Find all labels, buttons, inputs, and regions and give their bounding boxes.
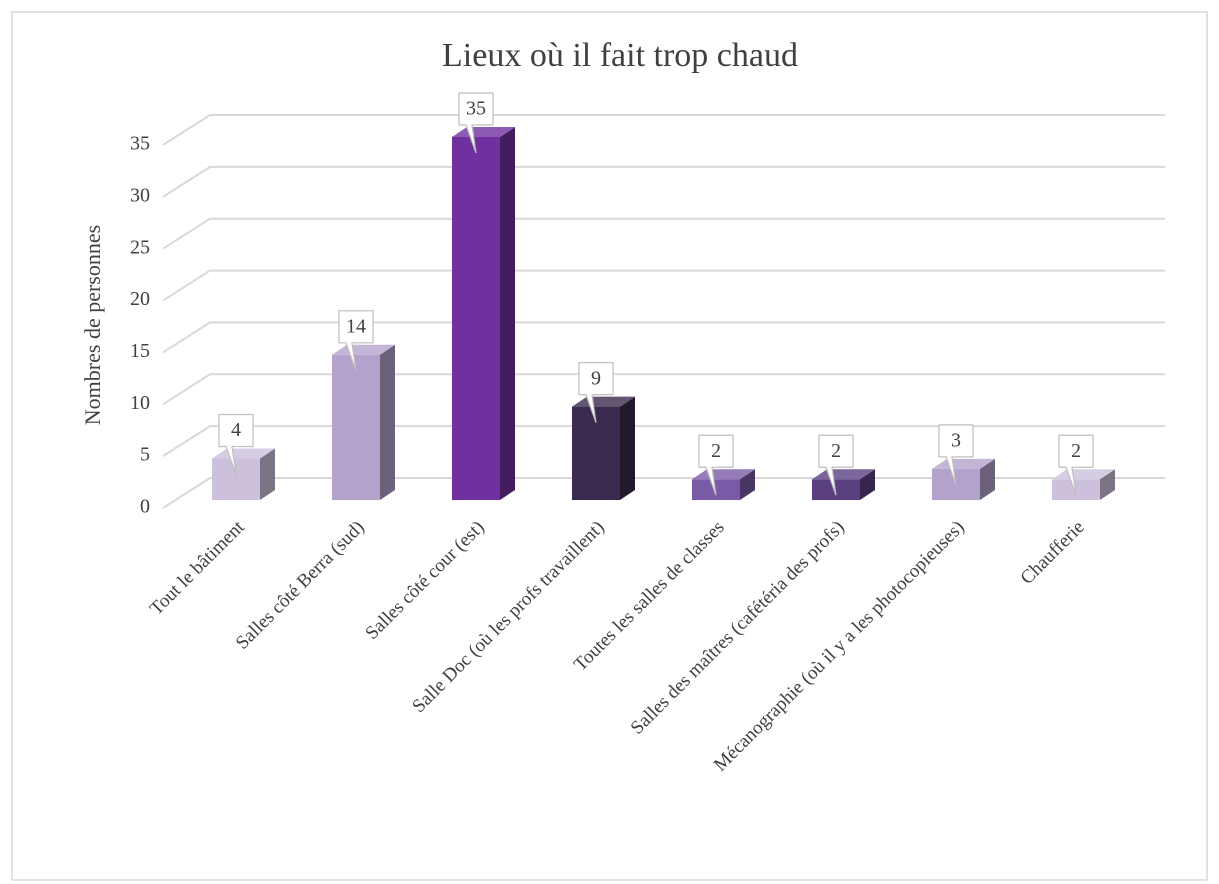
bar-side <box>980 458 995 500</box>
grid-line <box>162 269 1165 302</box>
bar-side <box>500 127 515 500</box>
grid-line <box>162 114 1165 146</box>
chart-title: Lieux où il fait trop chaud <box>442 37 798 74</box>
data-label-box <box>818 434 854 496</box>
data-label-box <box>458 92 494 154</box>
y-tick-label: 25 <box>130 236 150 258</box>
grid-line <box>162 425 1165 457</box>
bar <box>572 396 635 500</box>
bar-front <box>692 479 740 500</box>
y-tick-label: 5 <box>140 444 150 466</box>
bar-side <box>1100 469 1115 500</box>
data-label: 35 <box>466 98 486 120</box>
y-tick-label: 0 <box>140 496 150 518</box>
data-label: 14 <box>346 315 366 337</box>
data-label: 2 <box>1071 440 1081 462</box>
y-tick-label: 15 <box>130 340 150 362</box>
y-tick-label: 35 <box>130 133 150 155</box>
bar <box>812 469 875 500</box>
grid-line <box>162 373 1165 406</box>
y-tick-label: 30 <box>130 184 150 206</box>
bar <box>692 469 755 500</box>
grid-line <box>162 321 1165 354</box>
grid-line <box>162 165 1165 198</box>
data-label-box <box>578 362 614 423</box>
data-label-box <box>1058 434 1094 496</box>
data-label-box <box>338 310 374 372</box>
bar-side <box>260 448 275 500</box>
data-label: 9 <box>591 367 601 389</box>
bar-side <box>620 396 635 500</box>
data-label-box <box>938 424 974 486</box>
data-label: 4 <box>231 419 241 441</box>
bar-front <box>1052 479 1100 500</box>
bar <box>932 458 995 500</box>
bar-front <box>812 479 860 500</box>
y-tick-label: 20 <box>130 288 150 310</box>
bar <box>452 127 515 500</box>
data-label: 2 <box>711 440 721 462</box>
bar-side <box>860 469 875 500</box>
data-label: 2 <box>831 440 841 462</box>
bar <box>1052 469 1115 500</box>
data-label: 3 <box>951 429 961 451</box>
bar-side <box>740 469 755 500</box>
data-label-box <box>698 434 734 496</box>
bar-front <box>332 354 380 500</box>
bar-front <box>212 458 260 500</box>
data-label-box <box>218 413 254 475</box>
y-axis-label: Nombres de personnes <box>80 225 105 425</box>
bar <box>212 448 275 500</box>
grid-line <box>162 217 1165 250</box>
y-tick-label: 10 <box>130 392 150 414</box>
bar-side <box>380 344 395 500</box>
bar-front <box>452 137 500 500</box>
bar-front <box>572 406 620 500</box>
bar <box>332 344 395 500</box>
